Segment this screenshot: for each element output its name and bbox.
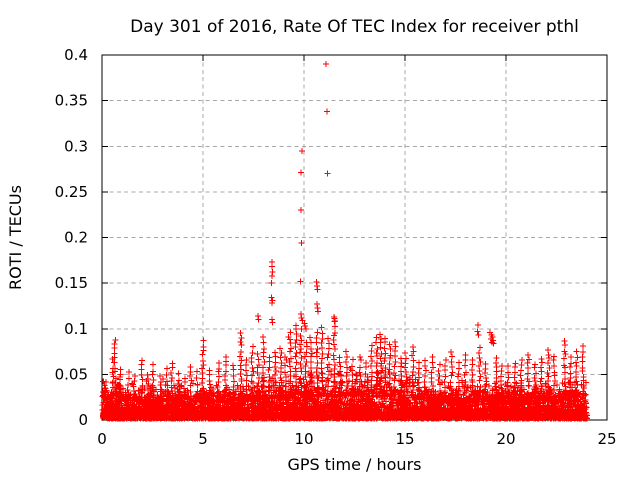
x-tick-label: 20 [496,430,515,448]
y-tick-label: 0.25 [55,183,88,201]
x-tick-label: 15 [395,430,414,448]
x-tick-label: 25 [597,430,616,448]
y-tick-label: 0.05 [55,365,88,383]
y-tick-label: 0.1 [64,320,88,338]
y-tick-label: 0 [78,411,88,429]
data-point-markers [99,61,590,422]
y-tick-label: 0.35 [55,92,88,110]
grid-lines [102,55,607,420]
y-axis-label: ROTI / TECUs [6,185,25,290]
x-tick-label: 0 [97,430,107,448]
chart-title: Day 301 of 2016, Rate Of TEC Index for r… [130,17,579,37]
x-tick-label: 10 [294,430,313,448]
x-axis-label: GPS time / hours [288,455,422,474]
scatter-points [99,61,590,422]
y-tick-label: 0.4 [64,46,88,64]
y-tick-label: 0.15 [55,274,88,292]
y-tick-label: 0.3 [64,137,88,155]
axis-text: Day 301 of 2016, Rate Of TEC Index for r… [6,17,617,474]
y-tick-label: 0.2 [64,229,88,247]
x-tick-label: 5 [198,430,208,448]
